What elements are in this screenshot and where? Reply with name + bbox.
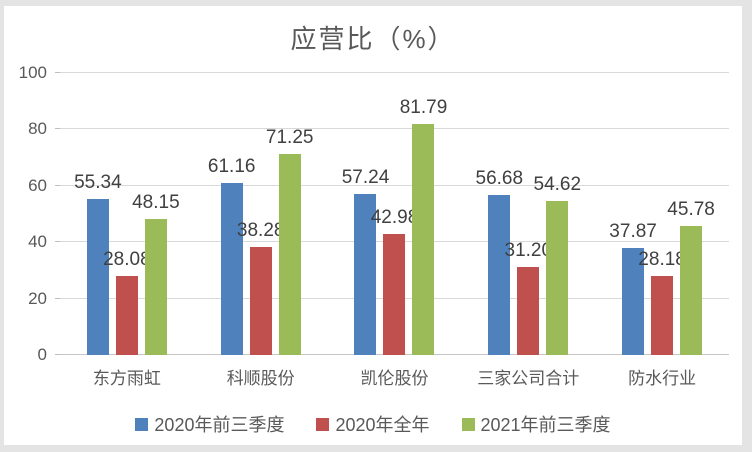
legend-label: 2020年前三季度 xyxy=(154,415,285,435)
bar-value-label: 38.28 xyxy=(236,220,285,242)
grid-line xyxy=(60,128,729,130)
bar-value-label: 54.62 xyxy=(533,173,582,195)
bar: 61.16 xyxy=(208,156,255,355)
bar-value-label: 61.16 xyxy=(207,155,256,177)
bar: 55.34 xyxy=(74,172,122,355)
bar-group: 55.34 28.08 48.15 xyxy=(60,73,194,355)
bar-value-label: 37.87 xyxy=(609,221,657,243)
y-tick-label: 80 xyxy=(28,119,47,139)
y-tick-label: 40 xyxy=(28,232,47,252)
chart-title: 应营比（%） xyxy=(290,24,456,54)
legend-swatch-icon xyxy=(316,417,330,431)
bar: 31.20 xyxy=(505,240,552,355)
chart-panel: 应营比（%） 0 20 40 60 80 100 55.34 28.08 48.15 61.16… xyxy=(4,6,742,445)
legend-label: 2021年前三季度 xyxy=(480,415,611,435)
bar: 48.15 xyxy=(132,192,180,355)
legend-label: 2020年全年 xyxy=(335,415,430,435)
bar-value-label: 31.20 xyxy=(504,240,553,262)
bar: 71.25 xyxy=(266,127,313,355)
bar-value-label: 55.34 xyxy=(74,171,122,193)
grid-line xyxy=(60,184,729,186)
y-tick-mark xyxy=(55,184,60,186)
y-tick-mark xyxy=(55,128,60,130)
category-label: 凯伦股份 xyxy=(360,369,429,388)
bar-value-label: 28.08 xyxy=(103,248,151,270)
bar-value-label: 45.78 xyxy=(667,198,715,220)
bar: 42.98 xyxy=(371,207,418,355)
bar-group: 57.24 42.98 81.79 xyxy=(328,73,462,355)
bar-group: 37.87 28.18 45.78 xyxy=(595,73,729,355)
bar-value-label: 71.25 xyxy=(265,127,314,149)
bar-value-label: 57.24 xyxy=(341,166,390,188)
y-tick-mark xyxy=(55,72,60,73)
y-tick-label: 100 xyxy=(18,63,47,82)
category-label: 科顺股份 xyxy=(226,369,295,388)
category-label: 东方雨虹 xyxy=(92,369,161,388)
bar: 57.24 xyxy=(342,167,389,355)
y-axis: 0 20 40 60 80 100 xyxy=(4,63,60,364)
bar: 81.79 xyxy=(400,97,447,355)
bar-value-label: 48.15 xyxy=(132,192,180,214)
y-tick-mark xyxy=(55,297,60,299)
legend-swatch-icon xyxy=(135,417,149,431)
bar: 28.18 xyxy=(638,249,686,355)
category-label: 三家公司合计 xyxy=(477,369,580,388)
legend-item: 2020年全年 xyxy=(316,411,430,437)
y-tick-label: 20 xyxy=(28,288,47,308)
legend-swatch-icon xyxy=(461,417,475,431)
bar: 28.08 xyxy=(103,249,151,355)
bar: 45.78 xyxy=(667,199,715,355)
legend: 2020年前三季度 2020年全年 2021年前三季度 xyxy=(4,411,742,437)
y-tick-mark xyxy=(55,354,60,355)
bar: 54.62 xyxy=(534,174,581,355)
bar-value-label: 56.68 xyxy=(475,168,524,190)
chart-body: 0 20 40 60 80 100 55.34 28.08 48.15 61.16 38.28 71… xyxy=(4,63,742,364)
grid-line xyxy=(60,72,729,73)
category-label: 防水行业 xyxy=(628,369,697,388)
bar: 37.87 xyxy=(609,221,657,355)
y-tick-label: 0 xyxy=(37,345,47,364)
bar: 38.28 xyxy=(237,220,284,355)
y-tick-label: 60 xyxy=(28,175,47,195)
bar-value-label: 81.79 xyxy=(399,97,448,119)
legend-item: 2020年前三季度 xyxy=(135,411,284,437)
plot-area: 55.34 28.08 48.15 61.16 38.28 71.25 57.24 42.98… xyxy=(60,72,729,355)
y-tick-mark xyxy=(55,241,60,243)
bar-value-label: 28.18 xyxy=(638,248,686,270)
bar: 56.68 xyxy=(476,168,523,355)
bar-group: 61.16 38.28 71.25 xyxy=(194,73,328,355)
legend-item: 2021年前三季度 xyxy=(461,411,611,437)
x-axis-category-labels: 东方雨虹 科顺股份 凯伦股份 三家公司合计 防水行业 xyxy=(60,364,729,389)
bar-group: 56.68 31.20 54.62 xyxy=(461,73,595,355)
bar-value-label: 42.98 xyxy=(370,206,419,228)
